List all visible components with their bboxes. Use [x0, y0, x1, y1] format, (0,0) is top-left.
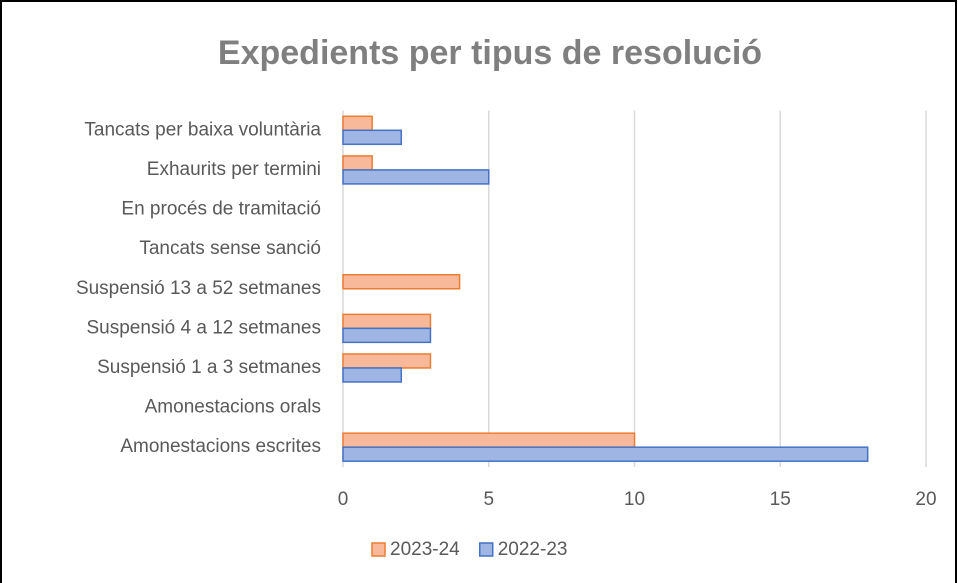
bar	[342, 115, 373, 132]
y-tick-label: Amonestacions orals	[145, 397, 321, 418]
bar	[342, 353, 432, 369]
y-tick-label: Amonestacions escrites	[120, 436, 321, 457]
legend-swatch	[478, 542, 494, 557]
bar	[342, 446, 869, 462]
y-tick-label: Tancats per baixa voluntària	[84, 119, 321, 140]
x-tick-label: 5	[483, 489, 494, 510]
y-tick-label: Suspensió 4 a 12 setmanes	[87, 317, 322, 338]
x-tick-label: 0	[338, 489, 349, 510]
bar	[342, 367, 403, 383]
legend-label: 2023-24	[390, 539, 460, 560]
x-tick-label: 20	[915, 489, 936, 510]
legend-swatch	[371, 542, 386, 557]
legend-label: 2022-23	[498, 539, 568, 560]
chart-title: Expedients per tipus de resolució	[218, 34, 762, 72]
y-tick-label: Tancats sense sanció	[139, 238, 321, 259]
x-tick-label: 10	[624, 489, 645, 510]
bar	[342, 155, 373, 171]
y-tick-label: Suspensió 13 a 52 setmanes	[76, 278, 321, 299]
x-tick-label: 15	[770, 489, 791, 510]
bar	[342, 313, 432, 330]
bar	[342, 169, 490, 185]
y-tick-label: Exhaurits per termini	[147, 159, 321, 180]
bar	[342, 274, 461, 290]
bar	[342, 327, 432, 344]
bar	[342, 129, 403, 146]
y-tick-label: Suspensió 1 a 3 setmanes	[97, 357, 321, 378]
y-tick-label: En procés de tramitació	[121, 199, 321, 220]
bar	[342, 432, 636, 448]
